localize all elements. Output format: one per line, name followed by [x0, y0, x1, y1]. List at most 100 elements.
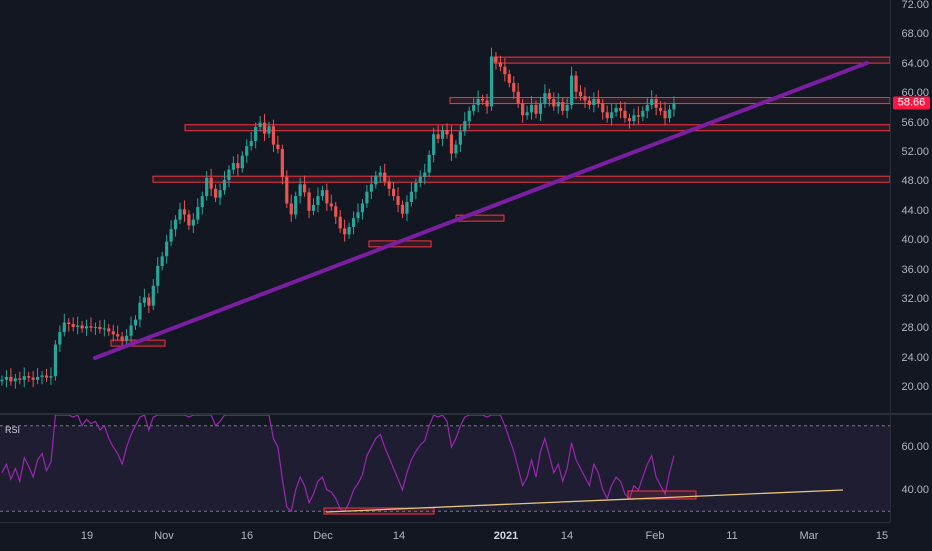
time-axis[interactable]: 19 Nov 16 Dec 14 2021 14 Feb 11 Mar 15: [0, 522, 890, 551]
candle-body: [427, 154, 431, 173]
pane-divider[interactable]: [0, 413, 932, 415]
candle-body: [525, 112, 529, 116]
time-tick-label: 2021: [493, 530, 519, 542]
main-chart-pane[interactable]: [0, 0, 890, 413]
ascending-trendline: [93, 61, 869, 360]
candle-body: [49, 376, 53, 378]
candle-body: [565, 104, 569, 111]
candle-body: [316, 196, 320, 205]
candle-body: [142, 297, 146, 303]
candle-body: [254, 127, 258, 141]
candle-body: [374, 175, 378, 185]
candle-body: [418, 176, 422, 183]
candle-body: [485, 100, 489, 107]
last-price-label: 58.66: [893, 96, 930, 110]
candle-body: [329, 203, 333, 207]
candle-body: [338, 216, 342, 229]
time-tick-label: Nov: [154, 530, 174, 542]
candle-body: [547, 93, 551, 100]
price-tick-label: 68.00: [901, 28, 929, 41]
candle-body: [133, 319, 138, 326]
rsi-pane[interactable]: [0, 415, 890, 522]
candle-body: [516, 91, 520, 104]
candle-body: [205, 177, 209, 197]
candle-body: [521, 103, 525, 116]
candle-body: [9, 376, 13, 382]
candle-body: [107, 328, 111, 332]
candle-body: [507, 74, 511, 83]
candle-body: [458, 131, 462, 145]
candle-body: [280, 149, 284, 177]
candle-body: [165, 241, 169, 257]
resistance-level: [449, 97, 890, 105]
candle-body: [578, 91, 583, 97]
rsi-support-box: [323, 507, 435, 515]
candle-body: [222, 179, 227, 191]
candle-body: [116, 334, 120, 337]
candle-body: [454, 144, 458, 154]
candle-body: [570, 75, 574, 105]
candle-body: [18, 378, 22, 380]
rsi-indicator-label[interactable]: RSI: [5, 425, 21, 435]
candle-body: [129, 325, 133, 336]
candle-body: [445, 129, 449, 135]
price-tick-label: 72.00: [901, 0, 929, 11]
candle-body: [0, 379, 4, 382]
candle-body: [71, 323, 75, 327]
candle-body: [392, 188, 396, 197]
candle-body: [80, 325, 84, 329]
candle-body: [58, 332, 62, 345]
candle-body: [552, 99, 556, 107]
candle-body: [503, 66, 507, 75]
candle-body: [383, 172, 387, 182]
candle-body: [347, 226, 351, 235]
candle-body: [663, 110, 667, 119]
candle-body: [102, 328, 106, 330]
candle-body: [182, 209, 187, 215]
candle-body: [623, 110, 627, 119]
candle-body: [512, 82, 516, 92]
candle-body: [84, 326, 89, 329]
candle-body: [67, 322, 71, 324]
time-tick-label: Feb: [645, 530, 665, 542]
candle-body: [561, 102, 565, 111]
price-tick-label: 48.00: [901, 175, 929, 188]
resistance-level: [493, 56, 890, 64]
candle-body: [169, 229, 173, 242]
candle-body: [53, 344, 57, 377]
candle-body: [489, 56, 494, 107]
price-tick-label: 60.00: [901, 87, 929, 100]
rsi-chart[interactable]: [0, 415, 890, 522]
candle-body: [369, 184, 373, 192]
time-tick-label: 14: [392, 530, 406, 542]
candle-body: [529, 104, 534, 113]
price-chart[interactable]: [0, 0, 890, 413]
rsi-support-box: [627, 490, 697, 500]
candle-body: [356, 212, 360, 219]
candle-body: [414, 182, 418, 192]
candle-body: [400, 204, 405, 214]
candle-body: [285, 176, 289, 204]
candle-body: [40, 375, 44, 377]
candle-body: [240, 155, 244, 169]
candle-body: [476, 99, 480, 105]
price-tick-label: 24.00: [901, 351, 929, 364]
rsi-axis[interactable]: 60.00 40.00: [891, 415, 932, 522]
candle-body: [36, 376, 40, 380]
candle-body: [467, 110, 471, 122]
candle-body: [209, 177, 213, 189]
time-tick-label: 15: [875, 530, 889, 542]
candle-body: [307, 192, 311, 211]
candle-body: [556, 102, 560, 107]
candle-body: [360, 203, 365, 213]
price-tick-label: 36.00: [901, 263, 929, 276]
candle-body: [13, 378, 17, 382]
resistance-level: [184, 124, 890, 132]
candle-body: [200, 196, 204, 208]
candle-body: [262, 122, 267, 134]
candle-body: [298, 184, 302, 197]
price-tick-label: 52.00: [901, 146, 929, 158]
candle-body: [187, 214, 191, 226]
price-axis[interactable]: 72.00 68.00 64.00 60.00 56.00 52.00 48.00 44.00…: [891, 0, 932, 413]
time-tick-label: 14: [560, 530, 574, 542]
